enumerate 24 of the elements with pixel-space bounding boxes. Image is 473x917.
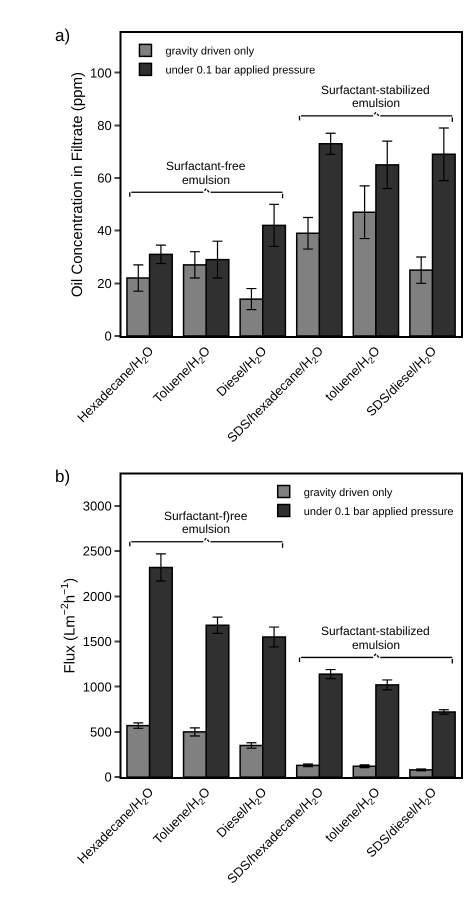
annotation: Surfactant-free emulsion — [166, 159, 246, 187]
legend-label: under 0.1 bar applied pressure — [165, 64, 316, 77]
y-axis-title: Oil Concentration in Filtrate (ppm) — [68, 72, 86, 298]
y-tick-label: 3000 — [82, 498, 112, 514]
y-tick-label: 40 — [97, 223, 112, 238]
y-tick-label: 100 — [90, 65, 112, 80]
legend-label: gravity driven only — [165, 46, 255, 58]
y-tick-label: 20 — [97, 276, 112, 291]
chart-title: b) — [55, 467, 70, 486]
y-tick-label: 0 — [104, 328, 112, 344]
legend-label: under 0.1 bar applied pressure — [304, 506, 454, 518]
y-tick-label: 60 — [97, 170, 112, 186]
chart-title: a) — [55, 26, 70, 45]
y-tick-label: 500 — [90, 724, 112, 740]
annotation: Surfactant-stabilized emulsion — [321, 83, 430, 110]
annotation: Surfactant-stabilized emulsion — [321, 624, 430, 652]
y-tick-label: 80 — [97, 118, 112, 133]
y-tick-label: 0 — [104, 770, 112, 785]
y-tick-label: 1500 — [82, 634, 112, 650]
y-tick-label: 2500 — [82, 544, 112, 559]
annotation: Surfactant-f)ree emulsion — [164, 509, 248, 536]
legend-label: gravity driven only — [304, 486, 393, 499]
y-tick-label: 1000 — [82, 679, 112, 694]
y-tick-label: 2000 — [82, 588, 112, 604]
